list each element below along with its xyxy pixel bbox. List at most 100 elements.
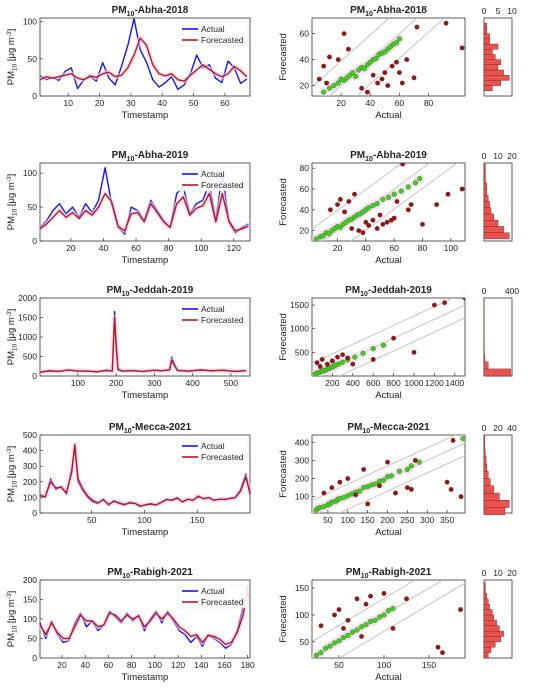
scatter-point-in-band xyxy=(313,652,320,658)
scatter-point-out-band xyxy=(341,626,346,631)
chart-title: PM10-Rabigh-2021 xyxy=(346,567,432,580)
scatter-point-out-band xyxy=(321,490,327,496)
scatter-point-out-band xyxy=(363,219,369,225)
scatter-point-out-band xyxy=(444,479,450,485)
histogram-tick-label: 5 xyxy=(496,6,501,16)
histogram-bar xyxy=(483,598,489,605)
scatter-point-in-band xyxy=(340,359,346,365)
scatter-point-in-band xyxy=(381,612,387,618)
scatter-point-out-band xyxy=(442,300,447,306)
y-axis-label: PM10 [μg m-3] xyxy=(6,309,19,366)
histogram-bar xyxy=(483,64,499,71)
x-tick-label: 350 xyxy=(440,515,454,525)
y-axis-label: PM10 [μg m-3] xyxy=(6,446,19,503)
histogram-bar xyxy=(483,625,500,632)
plot-area xyxy=(312,18,465,96)
scatter-point-out-band xyxy=(404,485,410,491)
scatter-point-in-band xyxy=(367,618,374,625)
histogram-tick-label: 10 xyxy=(493,568,503,578)
scatter-point-in-band xyxy=(326,85,333,91)
scatter-point-out-band xyxy=(340,352,345,358)
histogram-bar xyxy=(483,33,490,39)
histogram-bar xyxy=(483,478,491,486)
y-tick-label: 40 xyxy=(300,205,310,215)
x-tick-label: 140 xyxy=(194,660,208,670)
x-tick-label: 40 xyxy=(361,243,371,253)
histogram-tick-label: 0 xyxy=(482,151,487,161)
histogram-bar xyxy=(483,485,495,494)
y-tick-label: 100 xyxy=(23,492,37,502)
x-tick-label: 100 xyxy=(341,515,355,525)
scatter-point-out-band xyxy=(319,357,325,362)
x-tick-label: 10 xyxy=(63,98,73,108)
histogram-bar xyxy=(483,641,496,648)
scatter-point-in-band xyxy=(393,40,400,46)
scatter-point-out-band xyxy=(370,217,376,223)
histogram-tick-label: 20 xyxy=(493,423,503,433)
x-tick-label: 1400 xyxy=(445,378,464,388)
histogram-tick-label: 40 xyxy=(507,423,517,433)
x-tick-label: 80 xyxy=(164,243,174,253)
y-tick-label: 1500 xyxy=(290,300,309,310)
plot-area xyxy=(312,163,465,241)
legend-box xyxy=(177,583,249,609)
scatter-point-out-band xyxy=(420,221,425,227)
histogram-bar xyxy=(483,471,489,479)
x-tick-label: 60 xyxy=(104,660,114,670)
histogram-bar xyxy=(483,28,487,34)
x-tick-label: 80 xyxy=(424,98,434,108)
x-tick-label: 100 xyxy=(71,378,85,388)
x-tick-label: 400 xyxy=(346,378,360,388)
scatter-point-out-band xyxy=(411,75,417,81)
y-tick-label: 50 xyxy=(28,202,38,212)
scatter-point-out-band xyxy=(432,302,437,308)
guide-line xyxy=(312,580,416,642)
scatter-point-out-band xyxy=(365,501,371,507)
scatter-point-out-band xyxy=(405,207,411,213)
x-tick-label: 100 xyxy=(148,660,162,670)
x-tick-label: 1200 xyxy=(425,378,444,388)
scatter-point-in-band xyxy=(388,473,395,479)
scatter-point-out-band xyxy=(391,215,397,221)
histogram-bar xyxy=(483,456,487,465)
scatter-point-in-band xyxy=(353,73,359,80)
x-tick-label: 60 xyxy=(131,243,141,253)
x-tick-label: 200 xyxy=(325,378,339,388)
histogram-bar xyxy=(483,38,490,45)
scatter-point-out-band xyxy=(391,335,396,341)
scatter-point-out-band xyxy=(359,634,364,639)
x-tick-label: 150 xyxy=(190,515,204,525)
x-tick-label: 100 xyxy=(137,515,151,525)
histogram-bar xyxy=(483,54,496,60)
plot-area xyxy=(312,298,465,376)
x-tick-label: 80 xyxy=(418,243,428,253)
x-tick-label: 40 xyxy=(81,660,91,670)
histogram-bar xyxy=(483,652,489,659)
scatter-point-out-band xyxy=(397,70,402,75)
scatter-point-out-band xyxy=(440,650,445,656)
histogram-bar xyxy=(483,182,487,190)
scatter-point-in-band xyxy=(336,638,342,644)
scatter-point-out-band xyxy=(404,57,410,62)
scatter-point-in-band xyxy=(366,205,372,211)
scatter-point-out-band xyxy=(345,476,351,481)
histogram-bar xyxy=(483,636,501,643)
x-tick-label: 20 xyxy=(57,660,67,670)
y-tick-label: 150 xyxy=(295,583,309,593)
guide-line xyxy=(356,18,446,96)
x-tick-label: 300 xyxy=(420,515,434,525)
guide-line xyxy=(312,435,457,501)
scatter-point-in-band xyxy=(363,622,369,628)
scatter-point-out-band xyxy=(324,80,329,86)
x-axis-label: Actual xyxy=(375,390,401,401)
scatter-point-in-band xyxy=(417,176,423,182)
scatter-point-out-band xyxy=(400,163,406,167)
histogram-bar xyxy=(483,630,504,637)
scatter-point-out-band xyxy=(450,438,456,443)
series-line-forecasted xyxy=(39,591,249,646)
scatter-point-out-band xyxy=(414,24,420,30)
y-tick-label: 100 xyxy=(23,17,37,27)
scatter-point-out-band xyxy=(408,202,414,208)
